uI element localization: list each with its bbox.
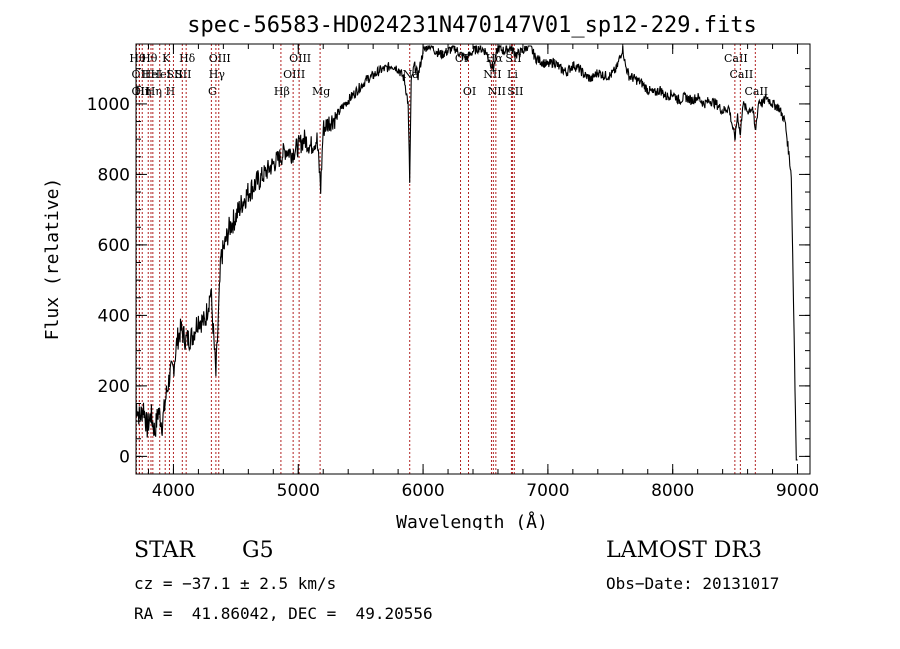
x-tick-label: 7000 [526,481,569,501]
spectral-line-label: Hδ [179,52,196,65]
spectral-line-label: NII [488,85,506,98]
y-tick-label: 0 [119,447,130,467]
y-tick-label: 800 [98,165,130,185]
spectral-line-label: CaII [724,52,748,65]
object-class: STAR [134,538,195,563]
spectrum-chart: spec-56583-HD024231N470147V01_sp12-229.f… [42,13,819,530]
redshift-velocity: cz = −37.1 ± 2.5 km/s [134,574,337,593]
spectral-line-label: Hη [146,85,162,98]
spectral-line-label: H [166,85,176,98]
coordinates: RA = 41.86042, DEC = 49.20556 [134,604,433,623]
spectral-line-label: Hη [135,85,151,98]
survey-name: LAMOST DR3 [606,538,762,563]
spectral-line-label: HeI [142,68,162,81]
spectral-line-label: SII [166,68,182,81]
x-tick-label: 9000 [776,481,819,501]
spectral-line-label: Mg [312,85,330,98]
spectral-line-label: OIII [209,52,231,65]
spectral-line-label: Hγ [209,68,226,81]
spectral-line-label: K [162,52,171,65]
spectral-line-label: SII [175,68,191,81]
x-axis-label: Wavelength (Å) [396,511,548,530]
y-tick-label: 400 [98,306,130,326]
y-axis-label: Flux (relative) [42,178,63,341]
spectral-line-label: OI [463,85,476,98]
spectral-line-label: CaII [744,85,768,98]
spectral-subclass: G5 [242,538,274,563]
spectral-line-label: G [208,85,217,98]
spectral-line-label: HeI [150,68,170,81]
spectral-line-label: OIII [289,52,311,65]
y-tick-label: 600 [98,236,130,256]
spectral-line-label: Hθ [141,52,158,65]
x-tick-label: 6000 [401,481,444,501]
y-tick-label: 200 [98,377,130,397]
x-tick-label: 8000 [651,481,694,501]
spectral-line-label: SII [505,52,521,65]
x-tick-label: 5000 [277,481,320,501]
axis-ticks: 4000 5000 6000 7000 8000 9000 0 200 400 600 800 100… [87,44,819,501]
spectral-line-label: OIII [283,68,305,81]
spectral-line-label: CaII [730,68,754,81]
flux-series-line [135,44,798,461]
spectral-line-label: NII [483,68,501,81]
observation-date: Obs−Date: 20131017 [606,574,780,593]
spectral-line-markers: HθOIIOIIHηHθHeIHηHeIKHSIIHδSIIGHγOIIIHβO… [129,44,768,474]
spectral-line-label: SII [507,85,523,98]
spectral-line-label: Li [507,68,518,81]
x-tick-label: 4000 [152,481,195,501]
chart-title: spec-56583-HD024231N470147V01_sp12-229.f… [187,13,757,38]
plot-frame [135,43,811,475]
spectral-line-label: Hβ [274,85,290,98]
y-tick-label: 1000 [87,95,130,115]
